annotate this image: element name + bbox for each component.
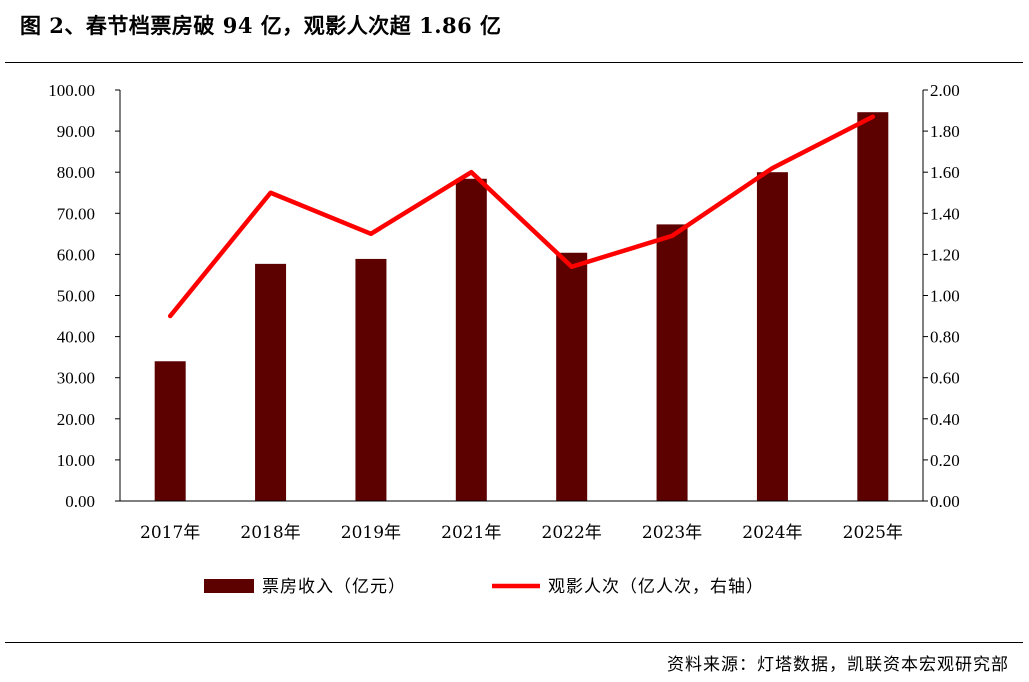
x-tick-label: 2024年 xyxy=(742,523,802,543)
right-tick-label: 1.60 xyxy=(930,163,960,182)
x-tick-label: 2018年 xyxy=(240,523,300,543)
chart-area: 0.00 10.00 20.00 30.00 40.00 50.00 60.00 70.00 8… xyxy=(48,81,960,597)
line-series xyxy=(167,114,876,319)
left-tick-label: 10.00 xyxy=(57,451,95,470)
x-tick-label: 2021年 xyxy=(441,523,501,543)
x-axis: 2017年 2018年 2019年 2021年 2022年 2023年 2024年 2025年 xyxy=(120,500,923,543)
left-tick-label: 100.00 xyxy=(48,81,95,100)
bar xyxy=(556,252,588,501)
right-tick-label: 0.40 xyxy=(930,410,960,429)
left-tick-label: 70.00 xyxy=(57,204,95,223)
bar xyxy=(255,263,287,501)
x-tick-label: 2025年 xyxy=(843,523,903,543)
right-tick-label: 0.80 xyxy=(930,328,960,347)
bar xyxy=(455,178,487,501)
left-tick-label: 40.00 xyxy=(57,328,95,347)
left-tick-label: 90.00 xyxy=(57,122,95,141)
right-tick-label: 0.20 xyxy=(930,451,960,470)
x-tick-label: 2017年 xyxy=(140,523,200,543)
top-rule xyxy=(5,62,1023,63)
chart-title: 图 2、春节档票房破 94 亿，观影人次超 1.86 亿 xyxy=(20,13,502,38)
bar xyxy=(756,172,788,501)
bar xyxy=(355,258,387,501)
left-tick-label: 50.00 xyxy=(57,287,95,306)
left-tick-label: 0.00 xyxy=(65,492,95,511)
left-tick-label: 80.00 xyxy=(57,163,95,182)
bar xyxy=(656,224,688,501)
left-tick-label: 20.00 xyxy=(57,410,95,429)
bar xyxy=(857,112,889,501)
right-tick-label: 0.60 xyxy=(930,369,960,388)
left-tick-label: 60.00 xyxy=(57,245,95,264)
right-axis: 0.00 0.20 0.40 0.60 0.80 1.00 1.20 1.40 1.60 1.80… xyxy=(922,81,960,511)
legend: 票房收入（亿元） 观影人次（亿人次，右轴） xyxy=(204,577,764,597)
x-tick-label: 2019年 xyxy=(341,523,401,543)
right-tick-label: 1.00 xyxy=(930,287,960,306)
legend-bar-swatch xyxy=(204,579,254,593)
bar xyxy=(154,361,186,501)
legend-line-label: 观影人次（亿人次，右轴） xyxy=(548,577,764,597)
bar-series xyxy=(154,112,889,501)
legend-bar-label: 票房收入（亿元） xyxy=(262,577,406,597)
right-tick-label: 1.20 xyxy=(930,245,960,264)
x-tick-label: 2023年 xyxy=(642,523,702,543)
left-tick-label: 30.00 xyxy=(57,369,95,388)
x-tick-label: 2022年 xyxy=(542,523,602,543)
right-tick-label: 1.80 xyxy=(930,122,960,141)
left-axis: 0.00 10.00 20.00 30.00 40.00 50.00 60.00 70.00 8… xyxy=(48,81,121,511)
line-path xyxy=(167,114,876,319)
right-tick-label: 0.00 xyxy=(930,492,960,511)
right-tick-label: 2.00 xyxy=(930,81,960,100)
bottom-rule xyxy=(5,642,1023,643)
source-note: 资料来源：灯塔数据，凯联资本宏观研究部 xyxy=(667,655,1009,675)
right-tick-label: 1.40 xyxy=(930,204,960,223)
